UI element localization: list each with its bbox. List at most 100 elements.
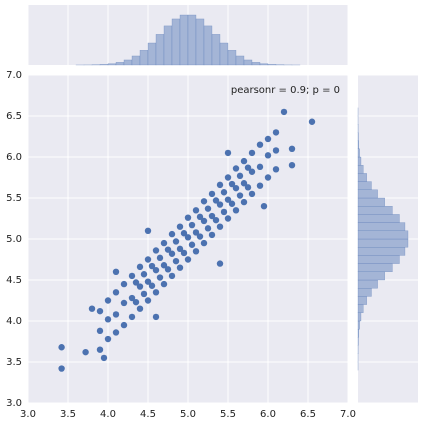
scatter-point — [213, 217, 219, 223]
hist-bar — [358, 264, 392, 272]
scatter-point — [141, 271, 147, 277]
scatter-point — [189, 222, 195, 228]
hist-bar — [358, 231, 408, 239]
scatter-point — [221, 209, 227, 215]
scatter-point — [149, 263, 155, 269]
scatter-point — [157, 255, 163, 261]
hist-bar — [358, 247, 405, 255]
scatter-point — [225, 150, 231, 156]
x-tick-label: 5.5 — [220, 409, 236, 420]
hist-bar — [236, 56, 244, 65]
hist-bar — [358, 272, 385, 280]
scatter-point — [249, 191, 255, 197]
scatter-point — [133, 279, 139, 285]
scatter-point — [145, 256, 151, 262]
scatter-point — [225, 215, 231, 221]
scatter-point — [185, 214, 191, 220]
hist-bar — [358, 223, 405, 231]
scatter-point — [141, 291, 147, 297]
scatter-point — [289, 146, 295, 152]
scatter-point — [177, 224, 183, 230]
scatter-point — [205, 225, 211, 231]
hist-bar — [132, 56, 140, 65]
hist-bar — [358, 190, 378, 198]
scatter-point — [229, 201, 235, 207]
hist-bar — [268, 64, 276, 65]
scatter-point — [173, 258, 179, 264]
scatter-point — [173, 238, 179, 244]
y-tick-label: 3.0 — [6, 398, 22, 409]
hist-bar — [358, 255, 399, 263]
scatter-point — [281, 109, 287, 115]
scatter-point — [261, 203, 267, 209]
scatter-point — [201, 198, 207, 204]
scatter-point — [105, 336, 111, 342]
hist-bar — [358, 198, 385, 206]
scatter-point — [265, 152, 271, 158]
annotation: pearsonr = 0.9; p = 0 — [231, 85, 340, 96]
hist-bar — [188, 15, 196, 65]
hist-bar — [358, 206, 392, 214]
scatter-point — [233, 165, 239, 171]
hist-bar — [358, 329, 359, 337]
hist-bar — [148, 43, 156, 65]
scatter-point — [97, 328, 103, 334]
hist-bar — [100, 64, 108, 65]
x-tick-label: 6.5 — [300, 409, 316, 420]
hist-bar — [244, 60, 252, 65]
hist-bar — [358, 305, 363, 313]
hist-bar — [358, 141, 359, 149]
scatter-point — [229, 181, 235, 187]
hist-bar — [180, 15, 188, 65]
scatter-point — [169, 231, 175, 237]
scatter-point — [165, 246, 171, 252]
scatter-point — [213, 197, 219, 203]
scatter-point — [157, 274, 163, 280]
hist-bar — [358, 173, 367, 181]
hist-bar — [156, 34, 164, 65]
scatter-point — [121, 300, 127, 306]
scatter-point — [145, 228, 151, 234]
scatter-point — [89, 306, 95, 312]
scatter-point — [193, 248, 199, 254]
scatter-point — [221, 189, 227, 195]
hist-bar — [358, 239, 408, 247]
scatter-point — [217, 224, 223, 230]
hist-bar — [358, 313, 361, 321]
scatter-point — [273, 129, 279, 135]
scatter-point — [177, 265, 183, 271]
scatter-point — [161, 240, 167, 246]
hist-bar — [252, 62, 260, 65]
scatter-point — [129, 314, 135, 320]
x-tick-label: 4.0 — [100, 409, 116, 420]
scatter-point — [201, 240, 207, 246]
hist-bar — [172, 19, 180, 65]
hist-bar — [108, 64, 116, 65]
x-tick-label: 4.5 — [140, 409, 156, 420]
x-tick-label: 3.0 — [20, 409, 36, 420]
y-tick-label: 6.5 — [6, 111, 22, 122]
scatter-point — [257, 142, 263, 148]
y-tick-label: 4.0 — [6, 316, 22, 327]
hist-bar — [228, 50, 236, 65]
scatter-point — [185, 256, 191, 262]
scatter-point — [169, 273, 175, 279]
scatter-point — [153, 247, 159, 253]
scatter-point — [257, 183, 263, 189]
scatter-point — [133, 299, 139, 305]
hist-bar — [220, 43, 228, 65]
scatter-point — [265, 174, 271, 180]
scatter-point — [137, 264, 143, 270]
scatter-point — [161, 281, 167, 287]
scatter-point — [289, 162, 295, 168]
scatter-point — [241, 158, 247, 164]
scatter-point — [309, 119, 315, 125]
scatter-point — [153, 314, 159, 320]
y-tick-label: 4.5 — [6, 275, 22, 286]
scatter-point — [97, 347, 103, 353]
scatter-point — [153, 289, 159, 295]
scatter-point — [197, 214, 203, 220]
scatter-point — [137, 306, 143, 312]
hist-bar — [358, 165, 363, 173]
